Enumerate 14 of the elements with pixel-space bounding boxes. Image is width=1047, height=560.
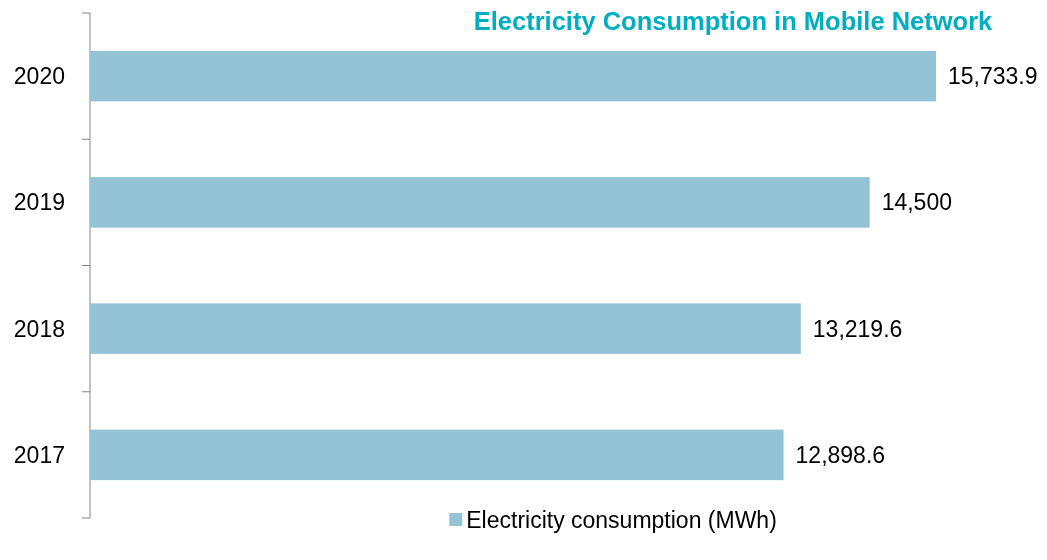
bar: [90, 303, 801, 354]
y-tick-label: 2018: [13, 315, 65, 342]
chart-title: Electricity Consumption in Mobile Network: [473, 7, 994, 35]
bar: [90, 50, 936, 102]
bar: [90, 429, 784, 481]
y-tick-label: 2020: [13, 63, 65, 90]
data-label: 12,898.6: [795, 441, 886, 468]
data-label: 13,219.6: [812, 315, 903, 342]
data-label: 14,500: [881, 189, 953, 216]
data-label: 15,733.9: [948, 63, 1038, 90]
y-tick-label: 2019: [13, 189, 65, 216]
legend-label: Electricity consumption (MWh): [466, 507, 777, 534]
y-tick-label: 2017: [13, 441, 65, 468]
bar: [90, 177, 870, 228]
